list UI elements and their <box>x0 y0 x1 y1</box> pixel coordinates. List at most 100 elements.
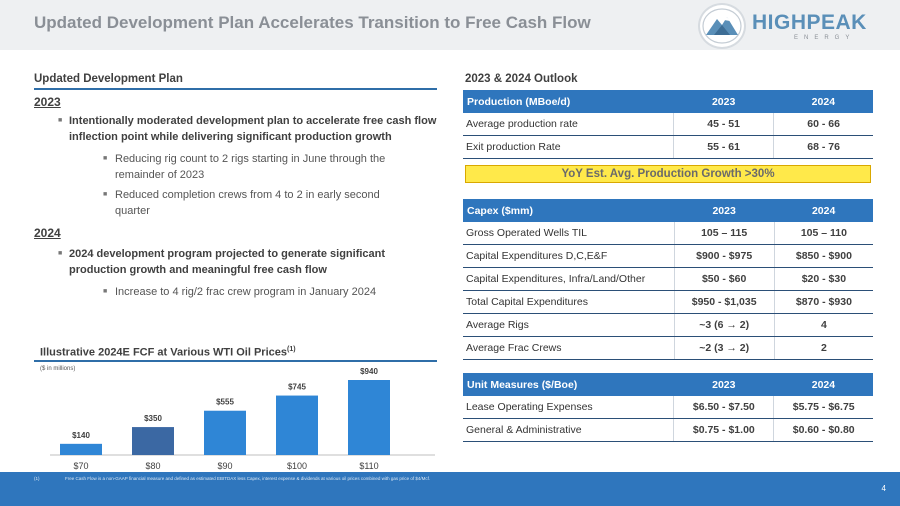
mountain-logo-icon <box>698 3 746 49</box>
bullet-square-icon: ■ <box>58 117 63 124</box>
bullet-2024-main: 2024 development program projected to ge… <box>69 248 386 276</box>
outlook-heading: 2023 & 2024 Outlook <box>465 73 578 85</box>
unit-cell: $5.75 - $6.75 <box>773 396 873 419</box>
chart-bar <box>348 380 390 455</box>
capex-cell: Average Frac Crews <box>463 336 675 360</box>
unit-measures-table: Unit Measures ($/Boe) 2023 2024 Lease Opera… <box>463 373 873 442</box>
capex-cell: ~3 (6 → 2) <box>673 313 775 337</box>
chart-bar <box>276 395 318 455</box>
capex-row: Gross Operated Wells TIL 105 – 115 105 – 1… <box>463 222 873 245</box>
capex-cell: 105 – 110 <box>773 222 873 245</box>
logo-wordmark: HIGHPEAK <box>752 11 867 34</box>
chart-bar <box>60 443 102 455</box>
production-cell: 55 - 61 <box>673 135 774 159</box>
capex-row: Capital Expenditures D,C,E&F $900 - $975 $… <box>463 244 873 268</box>
capex-header-row: Capex ($mm) 2023 2024 <box>463 199 873 222</box>
capex-row: Average Rigs ~3 (6 → 2) 4 <box>463 313 873 337</box>
bullet-square-icon: ■ <box>103 288 108 295</box>
page-number: 4 <box>881 484 886 493</box>
chart-subtitle: ($ in millions) <box>40 366 76 372</box>
unit-header-row: Unit Measures ($/Boe) 2023 2024 <box>463 373 873 396</box>
unit-cell: $6.50 - $7.50 <box>673 396 774 419</box>
production-header-cell: 2024 <box>773 90 873 113</box>
capex-cell: $20 - $30 <box>773 267 873 291</box>
plan-heading-rule <box>34 88 437 90</box>
capex-cell: $50 - $60 <box>673 267 775 291</box>
production-row: Average production rate 45 - 51 60 - 66 <box>463 113 873 136</box>
header-bar <box>0 0 900 50</box>
capex-header-cell: 2023 <box>674 199 775 222</box>
chart-category-label: $90 <box>217 461 232 471</box>
production-header-cell: 2023 <box>673 90 774 113</box>
chart-data-label: $350 <box>144 414 162 423</box>
production-cell: 68 - 76 <box>773 135 873 159</box>
capex-cell: Capital Expenditures, Infra/Land/Other <box>463 267 675 291</box>
bullet-square-icon: ■ <box>58 250 63 257</box>
page-title: Updated Development Plan Accelerates Tra… <box>34 13 591 32</box>
plan-heading: Updated Development Plan <box>34 73 183 85</box>
chart-category-label: $110 <box>359 461 378 471</box>
unit-cell: $0.60 - $0.80 <box>773 418 873 442</box>
unit-header-cell: 2024 <box>773 373 873 396</box>
unit-cell: $0.75 - $1.00 <box>673 418 774 442</box>
capex-cell: Total Capital Expenditures <box>463 290 675 314</box>
footer-bar <box>0 472 900 506</box>
logo-subtext: ENERGY <box>794 35 856 41</box>
year-2023-label: 2023 <box>34 95 61 109</box>
capex-row: Capital Expenditures, Infra/Land/Other $5… <box>463 267 873 291</box>
capex-cell: $900 - $975 <box>673 244 775 268</box>
unit-cell: General & Administrative <box>463 418 674 442</box>
chart-title-rule <box>34 360 437 362</box>
capex-row: Average Frac Crews ~2 (3 → 2) 2 <box>463 336 873 360</box>
production-table: Production (MBoe/d) 2023 2024 Average produ… <box>463 90 873 159</box>
chart-data-label: $140 <box>72 431 90 440</box>
capex-cell: $850 - $900 <box>773 244 873 268</box>
fcf-bar-chart: $140 $70 $350 $80 $555 $90 $745 $100 $940 $110 <box>50 367 435 471</box>
chart-title-text: Illustrative 2024E FCF at Various WTI Oi… <box>40 346 287 359</box>
unit-header-cell: 2023 <box>673 373 774 396</box>
bullet-square-icon: ■ <box>103 191 108 198</box>
unit-header-cell: Unit Measures ($/Boe) <box>463 373 674 396</box>
company-logo: HIGHPEAK ENERGY <box>690 3 890 49</box>
bullet-2023-main: Intentionally moderated development plan… <box>69 115 437 143</box>
capex-cell: 2 <box>773 336 873 360</box>
chart-title: Illustrative 2024E FCF at Various WTI Oi… <box>40 346 296 359</box>
chart-title-footnote: (1) <box>286 346 296 353</box>
production-cell: Average production rate <box>463 113 674 136</box>
chart-category-label: $80 <box>145 461 160 471</box>
capex-header-cell: Capex ($mm) <box>463 199 675 222</box>
capex-cell: Average Rigs <box>463 313 675 337</box>
footnote-number: (1) <box>34 476 40 481</box>
capex-cell: 4 <box>773 313 873 337</box>
unit-cell: Lease Operating Expenses <box>463 396 674 419</box>
chart-bar <box>132 427 174 455</box>
production-header-cell: Production (MBoe/d) <box>463 90 674 113</box>
chart-data-label: $745 <box>288 383 306 392</box>
capex-header-cell: 2024 <box>774 199 873 222</box>
footnote-text: Free Cash Flow is a non-GAAP financial m… <box>65 476 431 481</box>
capex-cell: $870 - $930 <box>773 290 873 314</box>
bullet-2024-sub1: Increase to 4 rig/2 frac crew program in… <box>115 286 377 298</box>
unit-row: General & Administrative $0.75 - $1.00 $0.… <box>463 418 873 442</box>
chart-data-label: $940 <box>360 367 378 376</box>
capex-cell: Gross Operated Wells TIL <box>463 222 675 245</box>
bullet-2023-sub1: Reducing rig count to 2 rigs starting in… <box>115 153 386 181</box>
production-cell: 45 - 51 <box>673 113 774 136</box>
production-header-row: Production (MBoe/d) 2023 2024 <box>463 90 873 113</box>
production-cell: 60 - 66 <box>773 113 873 136</box>
chart-category-label: $100 <box>287 461 307 471</box>
capex-cell: Capital Expenditures D,C,E&F <box>463 244 675 268</box>
capex-cell: ~2 (3 → 2) <box>673 336 775 360</box>
capex-row: Total Capital Expenditures $950 - $1,035 $… <box>463 290 873 314</box>
unit-row: Lease Operating Expenses $6.50 - $7.50 $5.… <box>463 396 873 419</box>
yoy-growth-callout: YoY Est. Avg. Production Growth >30% <box>465 165 871 183</box>
bullet-square-icon: ■ <box>103 155 108 162</box>
chart-category-label: $70 <box>73 461 88 471</box>
production-cell: Exit production Rate <box>463 135 674 159</box>
bullet-2023-sub2: Reduced completion crews from 4 to 2 in … <box>115 189 380 217</box>
production-row: Exit production Rate 55 - 61 68 - 76 <box>463 135 873 159</box>
year-2024-label: 2024 <box>34 226 61 240</box>
capex-cell: 105 – 115 <box>673 222 775 245</box>
capex-cell: $950 - $1,035 <box>673 290 775 314</box>
chart-data-label: $555 <box>216 398 234 407</box>
